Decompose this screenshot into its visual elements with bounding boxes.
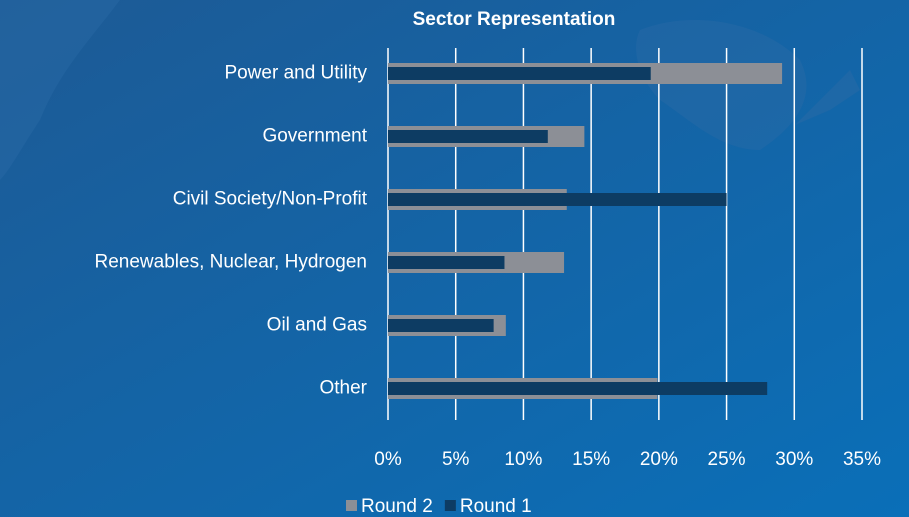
x-tick-label: 10% [504,449,542,470]
chart-title: Sector Representation [413,9,616,30]
y-tick-label: Power and Utility [224,63,367,84]
legend-label: Round 1 [460,496,532,517]
x-tick-label: 15% [572,449,610,470]
x-tick-label: 30% [775,449,813,470]
map-land [795,70,860,125]
y-tick-label: Other [319,378,367,399]
x-tick-label: 0% [374,449,402,470]
y-tick-label: Renewables, Nuclear, Hydrogen [95,252,368,273]
bar [388,130,548,143]
x-tick-label: 20% [640,449,678,470]
x-tick-label: 35% [843,449,881,470]
map-land [636,20,807,150]
bar [388,256,505,269]
bar [388,319,494,332]
y-tick-label: Oil and Gas [267,315,367,336]
legend-label: Round 2 [361,496,433,517]
y-tick-label: Civil Society/Non-Profit [173,189,368,210]
bar [388,382,768,395]
legend-swatch [444,500,456,511]
x-tick-label: 25% [708,449,746,470]
x-tick-label: 5% [442,449,470,470]
y-tick-label: Government [262,126,367,147]
legend-swatch [346,500,357,511]
map-land [0,0,120,180]
bar [388,67,651,80]
bar [388,193,727,206]
